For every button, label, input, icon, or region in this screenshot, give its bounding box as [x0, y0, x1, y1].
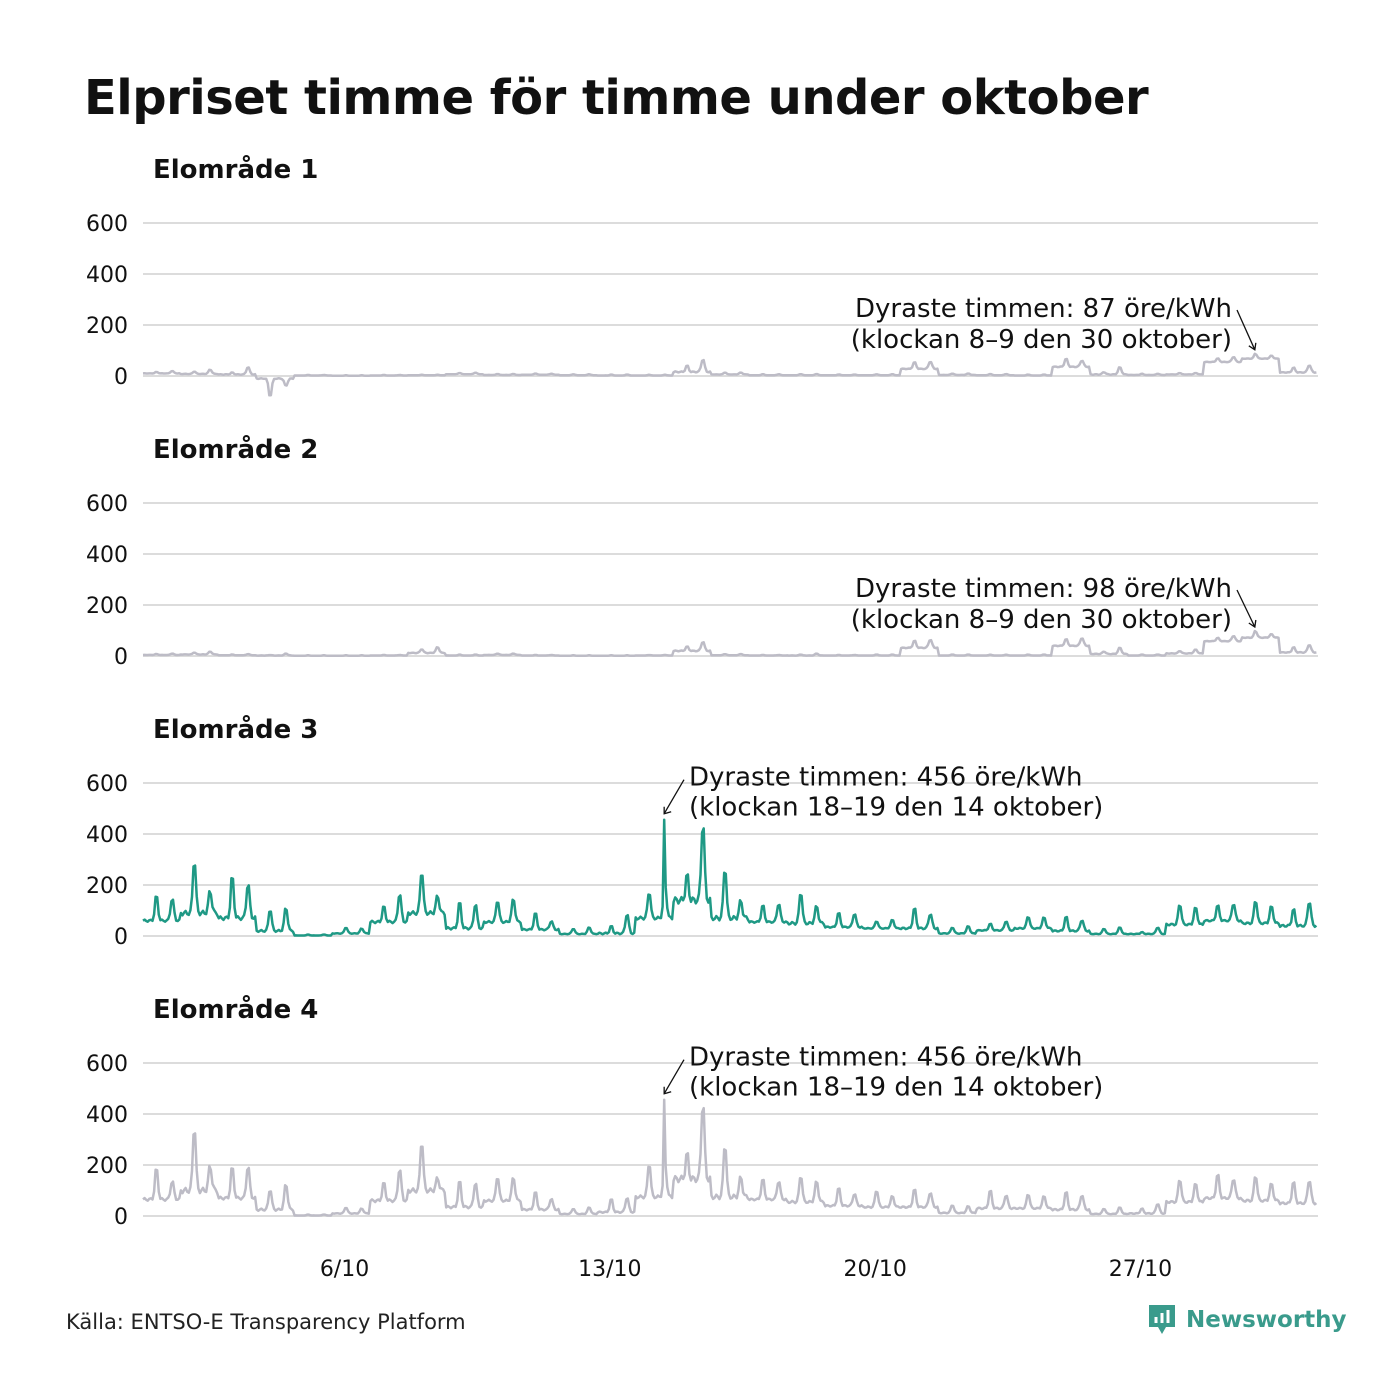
annotation-line-2: (klockan 8–9 den 30 oktober) — [851, 605, 1232, 635]
y-tick-label: 0 — [114, 925, 128, 950]
y-tick-label: 200 — [86, 314, 128, 339]
y-tick-label: 400 — [86, 1103, 128, 1128]
chart-panel-1: Elområde 1 0 200 400 600 Dyraste timmen: 87 ö… — [86, 153, 1318, 397]
chart-panel-3: Elområde 3 0 200 400 600 Dyraste timmen: 456 … — [86, 713, 1318, 950]
annotation-arrow-line — [663, 779, 685, 815]
annotation-arrowhead — [663, 806, 672, 815]
annotation-arrow-line — [1236, 309, 1256, 351]
annotation-arrow-line — [1236, 589, 1256, 628]
price-series-line — [142, 629, 1317, 658]
annotation-line-1: Dyraste timmen: 456 öre/kWh — [689, 763, 1083, 793]
charts-area: Elområde 1 0 200 400 600 Dyraste timmen: 87 ö… — [86, 153, 1318, 1282]
price-series-line — [142, 352, 1317, 397]
y-tick-label: 0 — [114, 645, 128, 670]
brand-name: Newsworthy — [1186, 1307, 1347, 1333]
newsworthy-logo-icon — [1149, 1305, 1175, 1334]
annotation: Dyraste timmen: 456 öre/kWh(klockan 18–1… — [663, 763, 1103, 823]
annotation-arrowhead — [1248, 619, 1257, 629]
y-tick-label: 200 — [86, 594, 128, 619]
annotation-arrowhead — [663, 1086, 672, 1095]
y-tick-label: 600 — [86, 492, 128, 517]
price-series-line — [142, 818, 1318, 937]
brand-logo: Newsworthy — [1146, 1303, 1347, 1337]
chart-panel-2: Elområde 2 0 200 400 600 Dyraste timmen: 98 ö… — [86, 433, 1318, 670]
annotation-line-2: (klockan 8–9 den 30 oktober) — [851, 325, 1232, 355]
chart-title: Elområde 2 — [153, 433, 318, 465]
y-tick-label: 400 — [86, 263, 128, 288]
y-tick-label: 200 — [86, 1154, 128, 1179]
x-tick-label: 13/10 — [578, 1257, 641, 1282]
y-tick-label: 0 — [114, 1205, 128, 1230]
annotation-line-1: Dyraste timmen: 98 öre/kWh — [855, 574, 1232, 604]
y-tick-label: 600 — [86, 212, 128, 237]
annotation: Dyraste timmen: 98 öre/kWh(klockan 8–9 d… — [851, 574, 1257, 635]
annotation-line-2: (klockan 18–19 den 14 oktober) — [689, 1073, 1103, 1103]
chart-title: Elområde 3 — [153, 713, 318, 745]
annotation-line-1: Dyraste timmen: 87 öre/kWh — [855, 294, 1232, 324]
y-tick-label: 200 — [86, 874, 128, 899]
x-tick-label: 20/10 — [843, 1257, 906, 1282]
y-tick-label: 400 — [86, 543, 128, 568]
x-tick-label: 27/10 — [1109, 1257, 1172, 1282]
annotation: Dyraste timmen: 456 öre/kWh(klockan 18–1… — [663, 1043, 1103, 1103]
annotation-arrowhead — [1248, 342, 1257, 351]
x-tick-label: 6/10 — [320, 1257, 369, 1282]
annotation-arrow-line — [663, 1059, 685, 1095]
chart-title: Elområde 1 — [153, 153, 318, 185]
annotation-line-1: Dyraste timmen: 456 öre/kWh — [689, 1043, 1083, 1073]
chart-panel-4: Elområde 4 0 200 400 600 Dyraste timmen: 456 … — [86, 993, 1318, 1230]
price-series-line — [142, 1098, 1318, 1217]
annotation-line-2: (klockan 18–19 den 14 oktober) — [689, 793, 1103, 823]
y-tick-label: 600 — [86, 1052, 128, 1077]
chart-title: Elområde 4 — [153, 993, 318, 1025]
y-tick-label: 400 — [86, 823, 128, 848]
y-tick-label: 0 — [114, 365, 128, 390]
source-note: Källa: ENTSO-E Transparency Platform — [66, 1310, 466, 1334]
page-title: Elpriset timme för timme under oktober — [84, 70, 1149, 126]
annotation: Dyraste timmen: 87 öre/kWh(klockan 8–9 d… — [851, 294, 1257, 355]
y-tick-label: 600 — [86, 772, 128, 797]
